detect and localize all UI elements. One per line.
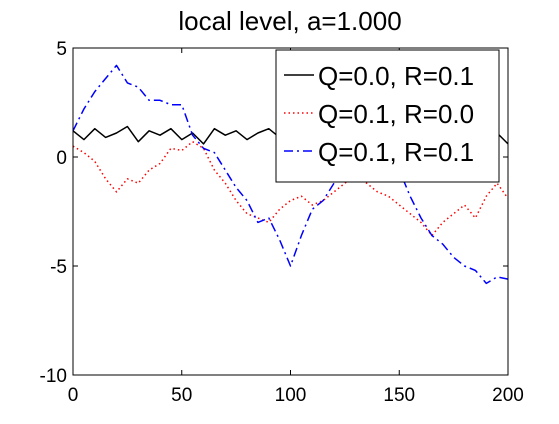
chart-title: local level, a=1.000 [178, 6, 401, 36]
y-tick-label: -5 [50, 257, 67, 278]
y-tick-label: 0 [56, 148, 67, 169]
legend: Q=0.0, R=0.1 Q=0.1, R=0.0 Q=0.1, R=0.1 [275, 49, 500, 183]
ticks-layer: 0 50 100 150 200 -10 -5 0 5 [40, 39, 524, 406]
legend-label-3: Q=0.1, R=0.1 [318, 137, 474, 167]
series-line-3 [72, 64, 509, 285]
legend-box [275, 49, 500, 183]
legend-label-1: Q=0.0, R=0.1 [318, 61, 474, 91]
y-tick-label: -10 [40, 366, 67, 387]
x-tick-label: 200 [492, 385, 524, 406]
x-tick-label: 100 [275, 385, 307, 406]
legend-label-2: Q=0.1, R=0.0 [318, 99, 474, 129]
x-tick-label: 150 [383, 385, 415, 406]
x-tick-label: 50 [171, 385, 192, 406]
x-tick-label: 0 [68, 385, 79, 406]
y-tick-label: 5 [56, 39, 67, 60]
series-line-2 [72, 140, 509, 237]
